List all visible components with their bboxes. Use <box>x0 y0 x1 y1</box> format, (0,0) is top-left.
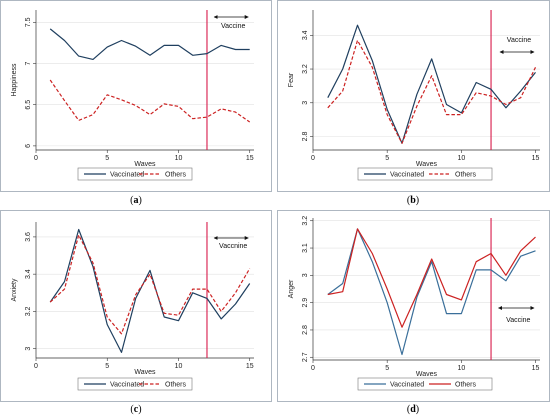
y-axis-label: Happiness <box>11 63 18 97</box>
tick-label-y: 2.9 <box>302 298 309 308</box>
tick-label-x: 10 <box>457 155 465 162</box>
series-line-others <box>327 39 537 144</box>
series-line-others <box>327 228 536 328</box>
tick-label-y: 3 <box>302 273 309 277</box>
tick-label-x: 15 <box>246 363 254 370</box>
tick-label-y: 3.4 <box>25 269 32 279</box>
tick-label-y: 3.2 <box>25 306 32 316</box>
tick-label-x: 10 <box>175 363 183 370</box>
tick-label-y: 3 <box>25 347 32 351</box>
tick-label-x: 5 <box>385 365 389 372</box>
panel-a: 6 6.5 7 7.5 0 5 10 15 Waves Happiness Vaccine Vacci… <box>0 0 272 206</box>
x-axis-label: Waves <box>416 161 438 168</box>
legend: Vaccinated Others <box>77 377 193 391</box>
legend: Vaccinated Others <box>77 167 193 181</box>
legend-label-vaccinated: Vaccinated <box>110 382 144 389</box>
tick-label-x: 0 <box>311 365 315 372</box>
tick-label-y: 2.8 <box>302 132 309 142</box>
tick-label-x: 10 <box>175 155 183 162</box>
vaccine-annotation: Vaccnine <box>219 243 247 250</box>
panel-caption: (c) <box>130 404 141 415</box>
vaccine-annotation: Vaccine <box>506 317 530 324</box>
tick-label-x: 15 <box>532 365 540 372</box>
plot-area <box>313 218 540 360</box>
series-line-vaccinated <box>49 28 250 61</box>
panel-caption: (d) <box>407 404 419 415</box>
tick-label-x: 5 <box>385 155 389 162</box>
vaccine-annotation: Vaccine <box>507 37 531 44</box>
legend: Vaccinated Others <box>357 377 493 391</box>
tick-label-x: 10 <box>457 365 465 372</box>
tick-label-y: 6.5 <box>25 100 32 110</box>
vaccine-annotation: Vaccine <box>221 23 245 30</box>
plot-area <box>313 10 540 150</box>
legend-box <box>77 377 193 391</box>
legend-box <box>357 377 493 391</box>
tick-label-x: 0 <box>34 155 38 162</box>
x-axis-label: Waves <box>416 371 438 378</box>
tick-label-y: 3.1 <box>302 243 309 253</box>
panel-c: 3 3.2 3.4 3.6 0 5 10 15 Waves Anxiety Vaccnine Vacc… <box>0 210 272 415</box>
tick-label-y: 2.8 <box>302 325 309 335</box>
tick-label-y: 3 <box>302 101 309 105</box>
y-axis-label: Fear <box>288 72 295 87</box>
legend-label-others: Others <box>165 382 187 389</box>
tick-label-y: 3.2 <box>302 216 309 226</box>
tick-label-y: 3.2 <box>302 64 309 74</box>
tick-label-y: 6 <box>25 144 32 148</box>
tick-label-y: 7.5 <box>25 17 32 27</box>
y-axis-label: Anxiety <box>11 278 18 301</box>
y-axis-label: Anger <box>288 279 295 298</box>
plot-area <box>36 10 254 150</box>
plot-area <box>36 222 254 358</box>
legend-label-others: Others <box>165 172 187 179</box>
x-axis-label: Waves <box>134 369 156 376</box>
tick-label-x: 5 <box>105 155 109 162</box>
legend-box <box>77 167 193 181</box>
legend: Vaccinated Others <box>357 167 493 181</box>
legend-label-vaccinated: Vaccinated <box>110 172 144 179</box>
legend-label-others: Others <box>455 172 477 179</box>
panel-d: 2.7 2.8 2.9 3 3.1 3.2 0 5 10 15 Waves Anger Vaccine V… <box>277 210 550 415</box>
legend-label-vaccinated: Vaccinated <box>390 172 424 179</box>
tick-label-x: 0 <box>34 363 38 370</box>
tick-label-x: 5 <box>105 363 109 370</box>
series-line-vaccinated <box>327 228 536 356</box>
tick-label-x: 0 <box>311 155 315 162</box>
tick-label-x: 15 <box>246 155 254 162</box>
legend-box <box>357 167 493 181</box>
legend-label-others: Others <box>455 382 477 389</box>
tick-label-y: 3.4 <box>302 30 309 40</box>
tick-label-y: 3.6 <box>25 232 32 242</box>
panel-b: 2.8 3 3.2 3.4 0 5 10 15 Waves Fear Vaccine Vaccinat… <box>277 0 550 206</box>
series-line-others <box>49 234 251 335</box>
panel-caption: (b) <box>407 195 419 206</box>
series-line-vaccinated <box>49 228 251 353</box>
panel-caption: (a) <box>130 195 142 206</box>
tick-label-y: 2.7 <box>302 352 309 362</box>
legend-label-vaccinated: Vaccinated <box>390 382 424 389</box>
x-axis-label: Waves <box>134 161 156 168</box>
tick-label-y: 7 <box>25 61 32 65</box>
tick-label-x: 15 <box>532 155 540 162</box>
